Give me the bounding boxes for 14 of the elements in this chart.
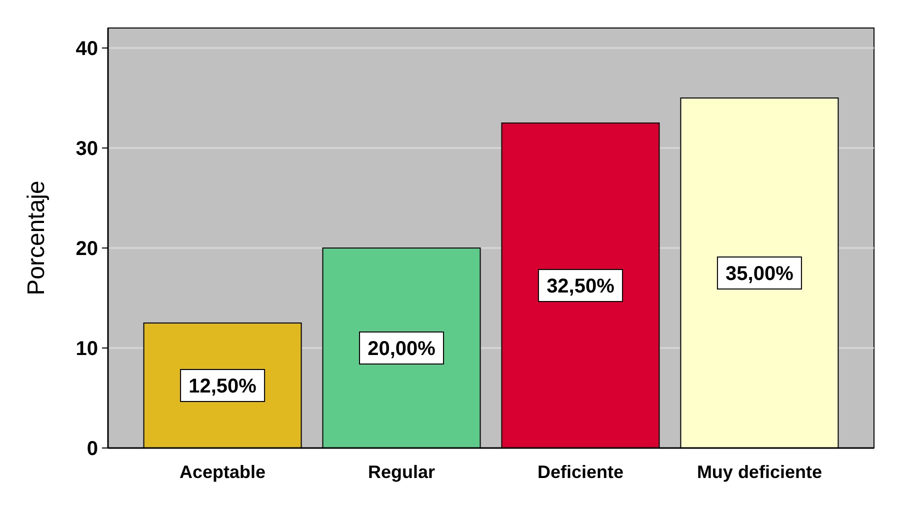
- y-tick-label: 10: [76, 338, 98, 360]
- y-tick-label: 30: [76, 138, 98, 160]
- data-label: 20,00%: [368, 338, 436, 360]
- y-tick-label: 0: [86, 438, 98, 460]
- data-label: 35,00%: [726, 263, 794, 285]
- data-label: 12,50%: [188, 376, 257, 398]
- x-tick-label: Deficiente: [537, 462, 624, 482]
- y-tick-label: 40: [76, 38, 98, 60]
- y-tick-label: 20: [76, 238, 98, 260]
- x-tick-label: Muy deficiente: [696, 462, 822, 482]
- data-label: 32,50%: [546, 276, 615, 298]
- y-axis-title: Porcentaje: [23, 180, 50, 296]
- x-tick-label: Regular: [368, 462, 436, 482]
- x-tick-label: Aceptable: [180, 462, 266, 482]
